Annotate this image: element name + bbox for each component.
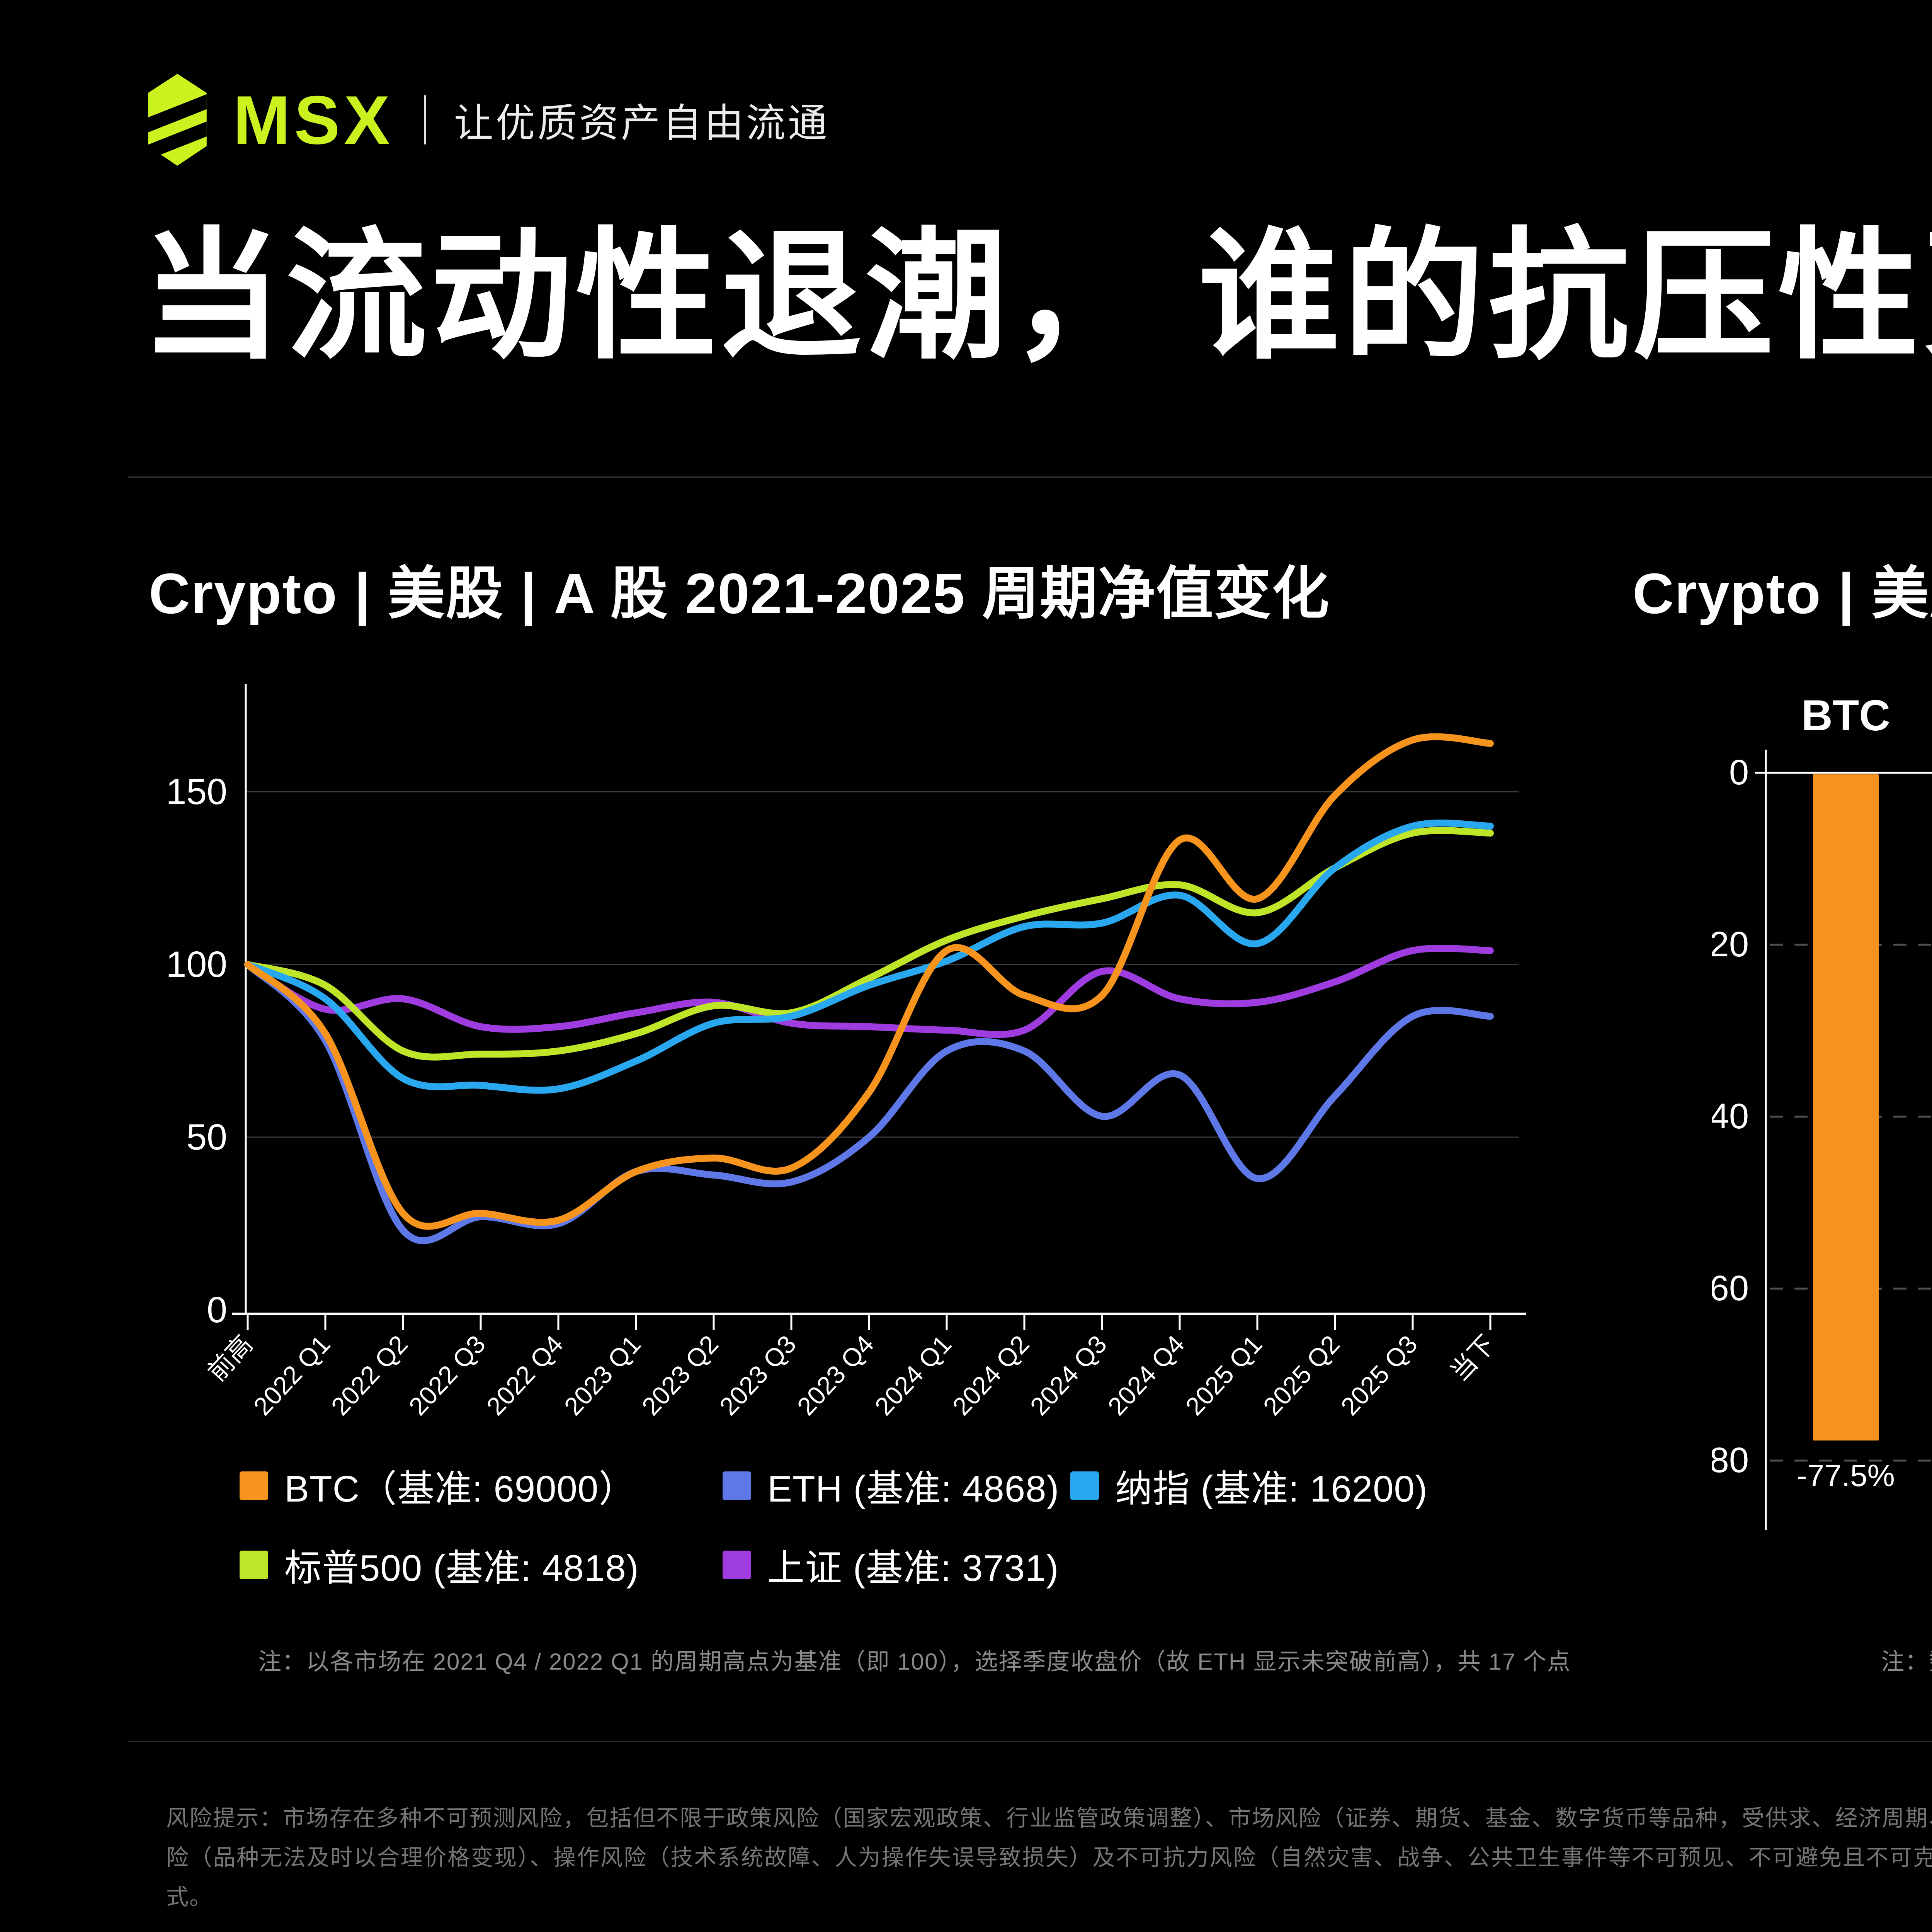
logo-tagline: 让优质资产自由流通: [454, 101, 830, 145]
legend-swatch-eth: [723, 1471, 751, 1500]
legend-label: 纳指 (基准: 16200): [1115, 1468, 1428, 1510]
series-line-nasdaq: [244, 820, 1494, 1094]
line-chart-title: Crypto | 美股 | A 股 2021-2025 周期净值变化: [149, 562, 1330, 626]
line-chart-note: 注：以各市场在 2021 Q4 / 2022 Q1 的周期高点为基准（即 100…: [258, 1649, 1571, 1675]
bar-category-label: BTC: [1801, 691, 1890, 740]
y-tick-label: 0: [1729, 753, 1749, 792]
legend-item-btc: BTC（基准: 69000）: [240, 1459, 636, 1512]
y-tick-label: -80: [1712, 1440, 1749, 1480]
x-tick-label: 2024 Q2: [947, 1330, 1034, 1421]
top-divider: [128, 476, 1932, 478]
legend-swatch-btc: [240, 1471, 268, 1500]
y-tick-label: -60: [1712, 1269, 1749, 1308]
series-line-eth: [244, 961, 1494, 1244]
legend-item-nasdaq: 纳指 (基准: 16200): [1070, 1459, 1428, 1512]
legend-swatch-sse: [723, 1550, 751, 1579]
bar-btc: [1813, 774, 1879, 1440]
y-tick-label: 100: [166, 944, 227, 985]
logo-text: MSX: [233, 81, 394, 158]
y-tick-label: 0: [207, 1289, 227, 1330]
logo-divider: [423, 95, 426, 145]
series-line-sse: [244, 945, 1494, 1038]
y-tick-label: 50: [186, 1117, 227, 1158]
x-tick-label: 2025 Q1: [1180, 1330, 1267, 1421]
x-tick-label: 2024 Q4: [1102, 1330, 1190, 1421]
legend-item-eth: ETH (基准: 4868): [723, 1459, 1060, 1512]
legend-item-sse: 上证 (基准: 3731): [723, 1538, 1059, 1592]
x-tick-label: 当下: [1445, 1330, 1500, 1386]
drawdown-bar-chart: 0-20-40-60-80BTC-77.5%ETH-81.9%纳斯达克-37.8…: [1712, 691, 1932, 1530]
page-title: 当流动性退潮， 谁的抗压性更强?: [141, 218, 1932, 375]
y-tick-label: 150: [166, 771, 227, 812]
x-tick-label: 2023 Q3: [714, 1330, 801, 1421]
legend-label: ETH (基准: 4868): [767, 1468, 1060, 1510]
bottom-divider: [128, 1741, 1932, 1742]
msx-logo-icon: [148, 74, 207, 166]
risk-disclaimer: 风险提示：市场存在多种不可预测风险，包括但不限于政策风险（国家宏观政策、行业监管…: [166, 1806, 1932, 1910]
header: MSX 让优质资产自由流通: [143, 71, 830, 168]
legend-swatch-sp500: [240, 1550, 268, 1579]
x-tick-label: 2025 Q2: [1257, 1330, 1345, 1421]
x-tick-label: 2025 Q3: [1335, 1330, 1423, 1421]
legend-label: 标普500 (基准: 4818): [284, 1548, 639, 1589]
x-tick-label: 2022 Q4: [481, 1330, 568, 1421]
y-tick-label: -40: [1712, 1097, 1749, 1136]
legend-swatch-nasdaq: [1070, 1471, 1099, 1500]
bar-chart-title: Crypto | 美股 | A 股 「最大回撤」对比: [1633, 562, 1932, 626]
y-tick-label: -20: [1712, 925, 1749, 964]
x-tick-label: 2024 Q3: [1024, 1330, 1112, 1421]
x-tick-label: 2023 Q2: [636, 1330, 724, 1421]
x-tick-label: 2023 Q1: [558, 1330, 646, 1421]
x-tick-label: 2023 Q4: [791, 1330, 879, 1421]
bar-value-label: -77.5%: [1797, 1458, 1895, 1493]
line-chart-legend: BTC（基准: 69000） ETH (基准: 4868) 纳指 (基准: 1620…: [240, 1459, 1577, 1625]
legend-item-sp500: 标普500 (基准: 4818): [240, 1538, 639, 1592]
legend-label: BTC（基准: 69000）: [284, 1468, 636, 1510]
bar-chart-note: 注：数据来源：TradingView、Binance；回撤幅度按各市场 2021…: [1881, 1649, 1932, 1675]
x-tick-label: 2022 Q1: [248, 1330, 335, 1421]
x-tick-label: 前高: [202, 1330, 258, 1386]
x-tick-label: 2024 Q1: [869, 1330, 957, 1421]
series-line-btc: [244, 733, 1494, 1230]
series-line-sp500: [244, 827, 1494, 1061]
legend-label: 上证 (基准: 3731): [767, 1548, 1059, 1589]
x-tick-label: 2022 Q2: [325, 1330, 413, 1421]
x-tick-label: 2022 Q3: [403, 1330, 491, 1421]
